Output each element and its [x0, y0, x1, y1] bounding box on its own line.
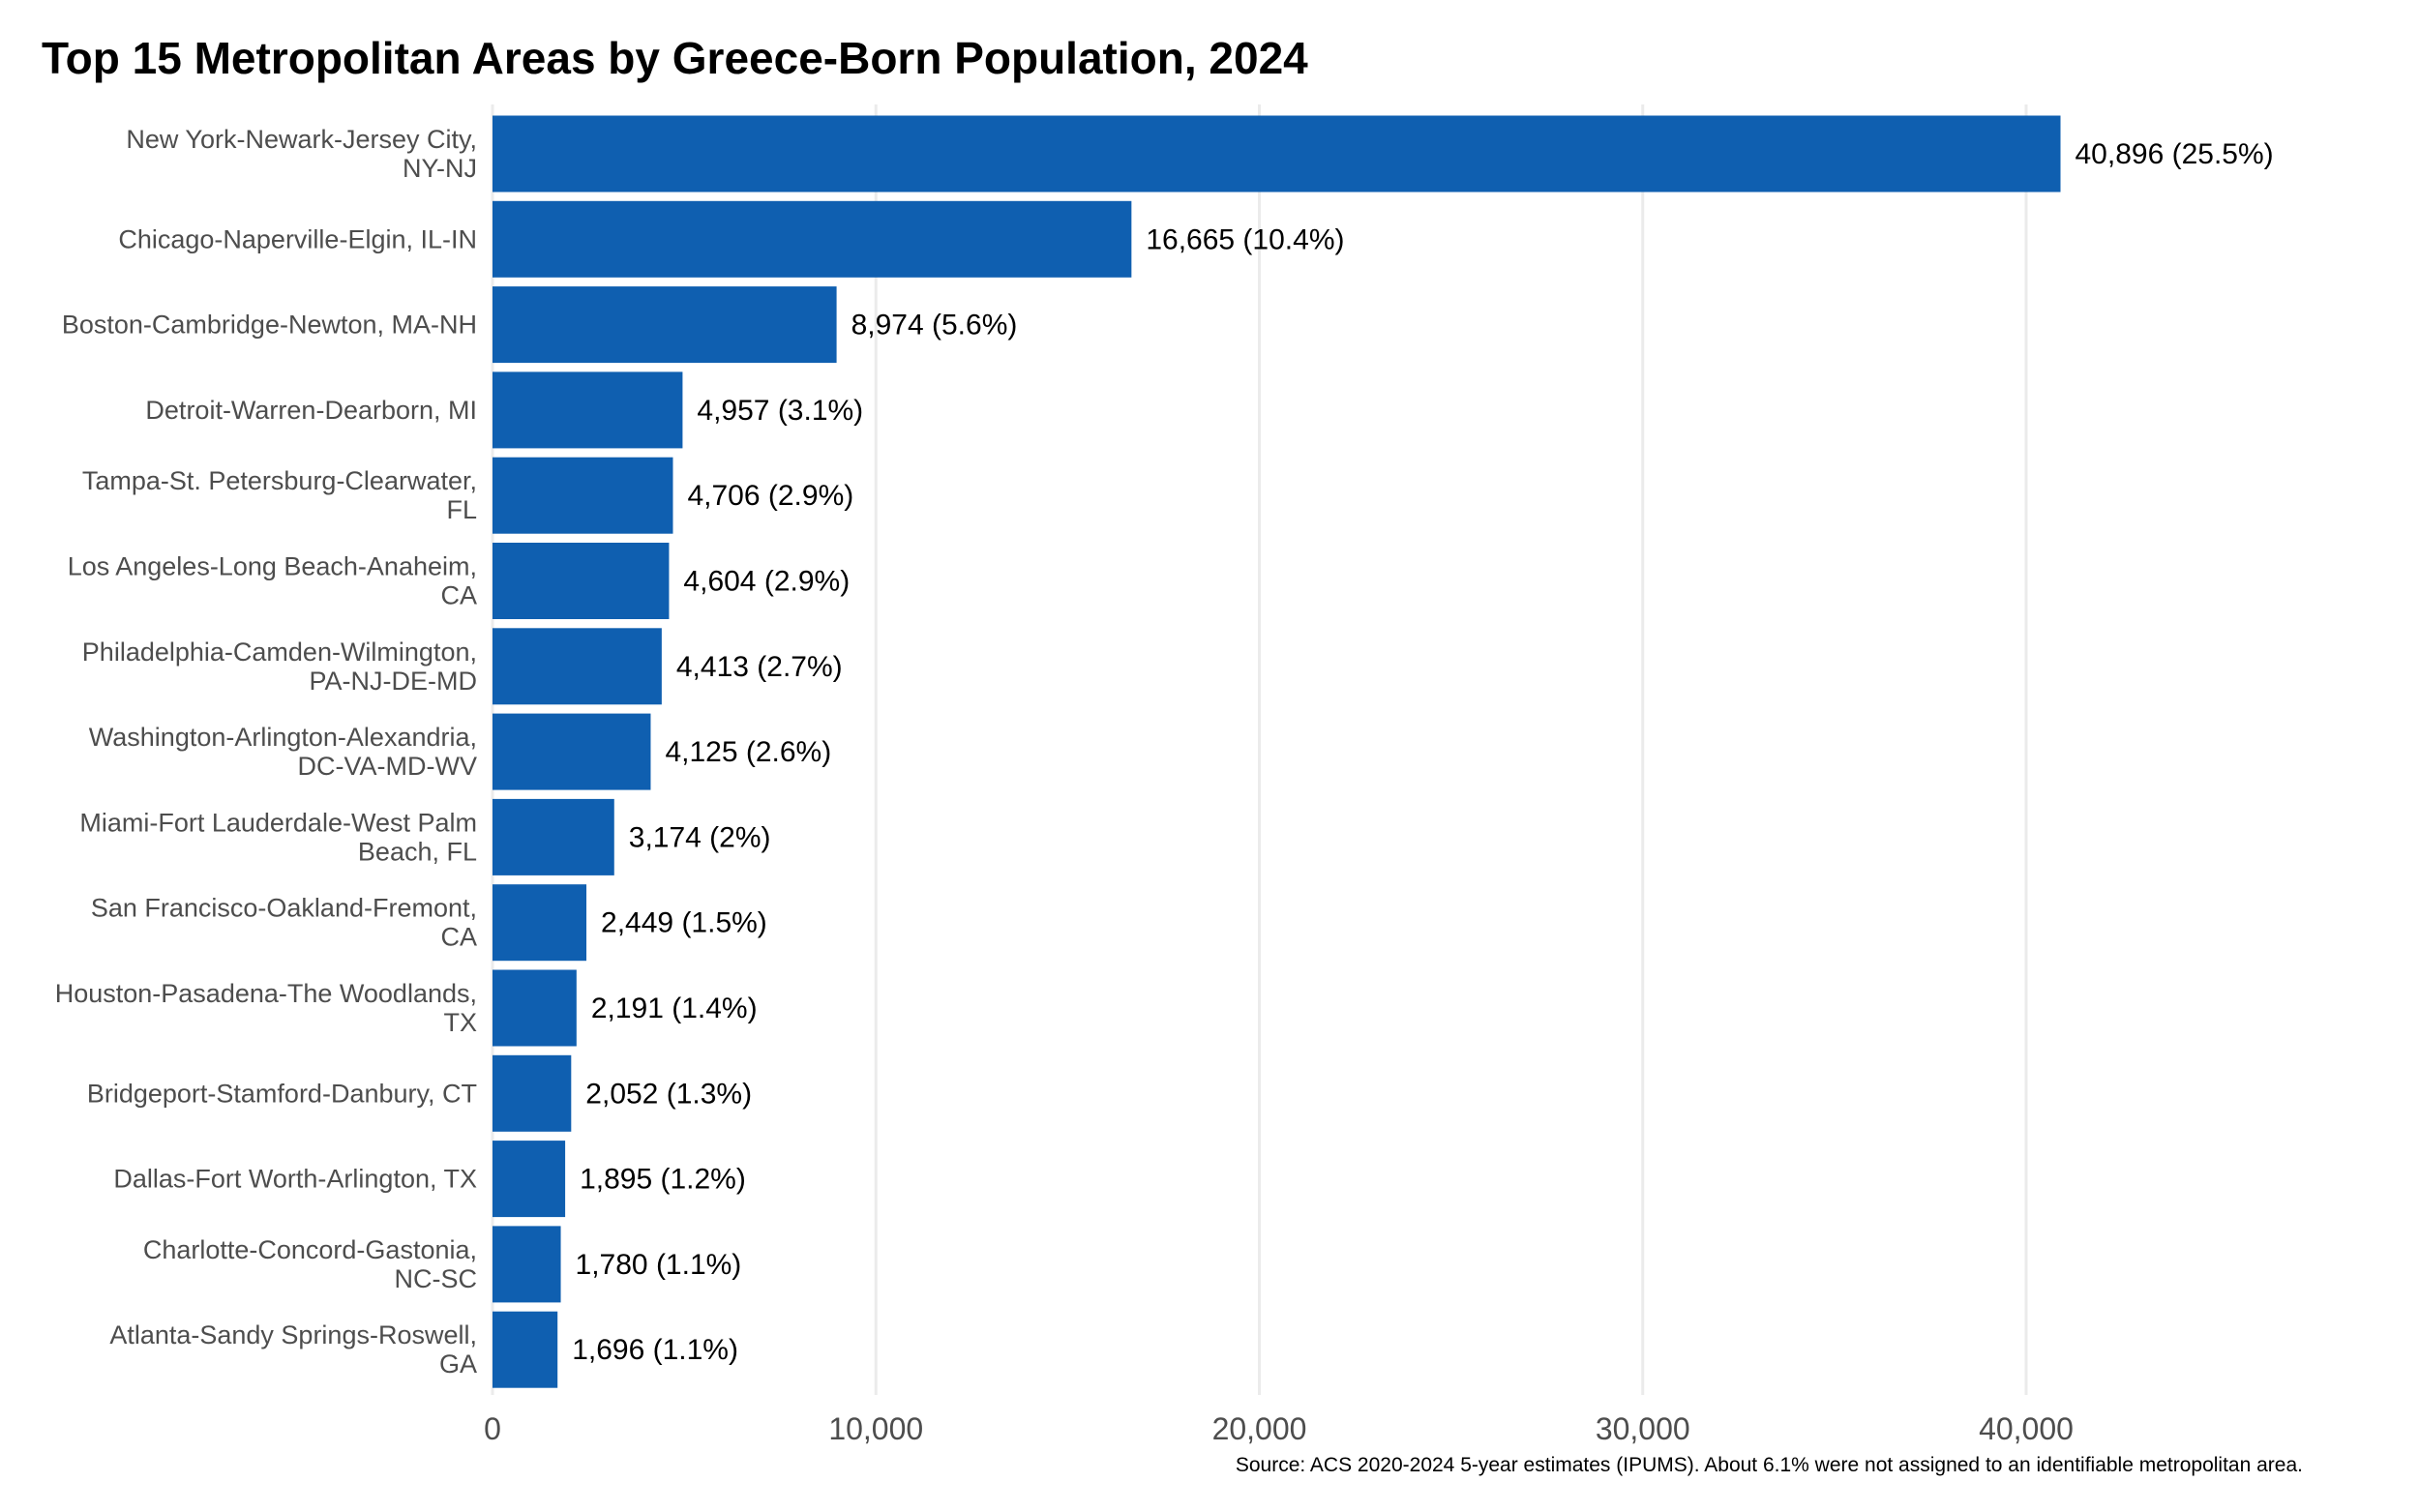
- category-label-line: San Francisco-Oakland-Fremont,: [91, 894, 477, 923]
- bar: [493, 543, 670, 619]
- bar-value-label: 4,957 (3.1%): [697, 395, 863, 427]
- bar: [493, 1311, 558, 1388]
- bar-value-label: 3,174 (2%): [629, 821, 771, 853]
- category-label-line: NC-SC: [395, 1264, 478, 1293]
- bar: [493, 200, 1132, 278]
- bar-value-label: 16,665 (10.4%): [1146, 223, 1344, 255]
- x-tick-label: 30,000: [1596, 1411, 1690, 1446]
- bar-value-label: 1,895 (1.2%): [580, 1164, 746, 1196]
- bar-value-label: 40,896 (25.5%): [2076, 138, 2274, 170]
- chart-caption: Source: ACS 2020-2024 5-year estimates (…: [1236, 1454, 2303, 1476]
- category-label: Los Angeles-Long Beach-Anaheim, CA: [68, 552, 477, 610]
- bar: [493, 884, 587, 962]
- x-tick-label: 10,000: [828, 1411, 923, 1446]
- category-label-line: Atlanta-Sandy Springs-Roswell,: [109, 1320, 477, 1349]
- category-label: Bridgeport-Stamford-Danbury, CT: [87, 1079, 477, 1108]
- category-label-line: Bridgeport-Stamford-Danbury, CT: [87, 1079, 477, 1108]
- bar: [493, 286, 837, 364]
- category-label: Charlotte-Concord-Gastonia, NC-SC: [143, 1235, 477, 1293]
- x-axis-tick-labels: 0 10,000 20,000 30,000 40,000: [484, 1411, 2074, 1446]
- bar-value-label: 2,052 (1.3%): [585, 1078, 752, 1110]
- category-label: Houston-Pasadena-The Woodlands, TX: [55, 979, 477, 1037]
- bar: [493, 371, 683, 449]
- category-label: Detroit-Warren-Dearborn, MI: [145, 396, 477, 425]
- bar: [493, 1054, 572, 1132]
- bar-value-label: 2,449 (1.5%): [601, 907, 767, 939]
- category-label-line: Beach, FL: [358, 837, 477, 866]
- bar: [493, 798, 614, 875]
- category-label: Atlanta-Sandy Springs-Roswell, GA: [109, 1320, 477, 1379]
- bar: [493, 1226, 561, 1303]
- bar-value-label: 8,974 (5.6%): [851, 310, 1018, 341]
- category-label-line: Philadelphia-Camden-Wilmington,: [82, 637, 477, 667]
- x-tick-label: 40,000: [1979, 1411, 2074, 1446]
- bar-value-label: 4,604 (2.9%): [683, 566, 850, 598]
- x-tick-label: 20,000: [1212, 1411, 1307, 1446]
- bar: [493, 713, 651, 790]
- category-label-line: Washington-Arlington-Alexandria,: [89, 723, 477, 752]
- category-label: San Francisco-Oakland-Fremont, CA: [91, 894, 477, 952]
- category-label-line: Charlotte-Concord-Gastonia,: [143, 1235, 477, 1264]
- bar: [493, 457, 673, 534]
- bar-value-label: 4,125 (2.6%): [665, 736, 831, 768]
- bar-value-label: 4,413 (2.7%): [676, 651, 843, 683]
- category-label-line: NY-NJ: [403, 154, 477, 183]
- data-labels: 40,896 (25.5%) 16,665 (10.4%) 8,974 (5.6%)…: [572, 138, 2273, 1366]
- category-label-line: CA: [440, 581, 477, 610]
- category-label-line: Chicago-Naperville-Elgin, IL-IN: [118, 224, 477, 253]
- category-label-line: FL: [446, 495, 477, 524]
- category-label: New York-Newark-Jersey City, NY-NJ: [126, 125, 477, 183]
- bar: [493, 1141, 566, 1218]
- category-label-line: Los Angeles-Long Beach-Anaheim,: [68, 552, 477, 581]
- category-label-line: Boston-Cambridge-Newton, MA-NH: [62, 311, 477, 340]
- category-label-line: CA: [440, 923, 477, 952]
- category-label: Washington-Arlington-Alexandria, DC-VA-MD…: [89, 723, 477, 781]
- category-label-line: GA: [439, 1349, 477, 1379]
- category-label-line: TX: [443, 1008, 477, 1037]
- bar: [493, 969, 577, 1047]
- category-label: Miami-Fort Lauderdale-West Palm Beach, FL: [79, 808, 477, 866]
- category-label-line: Tampa-St. Petersburg-Clearwater,: [82, 466, 477, 495]
- bars: [493, 115, 2061, 1388]
- category-labels: New York-Newark-Jersey City, NY-NJ Chicago…: [55, 125, 477, 1379]
- category-label-line: Dallas-Fort Worth-Arlington, TX: [113, 1165, 477, 1194]
- category-label-line: Houston-Pasadena-The Woodlands,: [55, 979, 477, 1008]
- category-label: Philadelphia-Camden-Wilmington, PA-NJ-DE-…: [82, 637, 477, 696]
- category-label: Chicago-Naperville-Elgin, IL-IN: [118, 224, 477, 253]
- category-label: Dallas-Fort Worth-Arlington, TX: [113, 1165, 477, 1194]
- x-tick-label: 0: [484, 1411, 501, 1446]
- bar: [493, 115, 2061, 193]
- category-label: Boston-Cambridge-Newton, MA-NH: [62, 311, 477, 340]
- category-label: Tampa-St. Petersburg-Clearwater, FL: [82, 466, 477, 524]
- bar: [493, 628, 662, 705]
- category-label-line: Detroit-Warren-Dearborn, MI: [145, 396, 477, 425]
- bar-value-label: 4,706 (2.9%): [687, 480, 853, 512]
- bar-value-label: 1,780 (1.1%): [576, 1249, 742, 1281]
- bar-value-label: 2,191 (1.4%): [591, 993, 758, 1024]
- category-label-line: Miami-Fort Lauderdale-West Palm: [79, 808, 477, 837]
- category-label-line: New York-Newark-Jersey City,: [126, 125, 477, 154]
- category-label-line: PA-NJ-DE-MD: [310, 667, 477, 696]
- category-label-line: DC-VA-MD-WV: [298, 752, 477, 781]
- chart-title: Top 15 Metropolitan Areas by Greece-Born…: [42, 33, 1308, 83]
- bar-value-label: 1,696 (1.1%): [572, 1334, 738, 1366]
